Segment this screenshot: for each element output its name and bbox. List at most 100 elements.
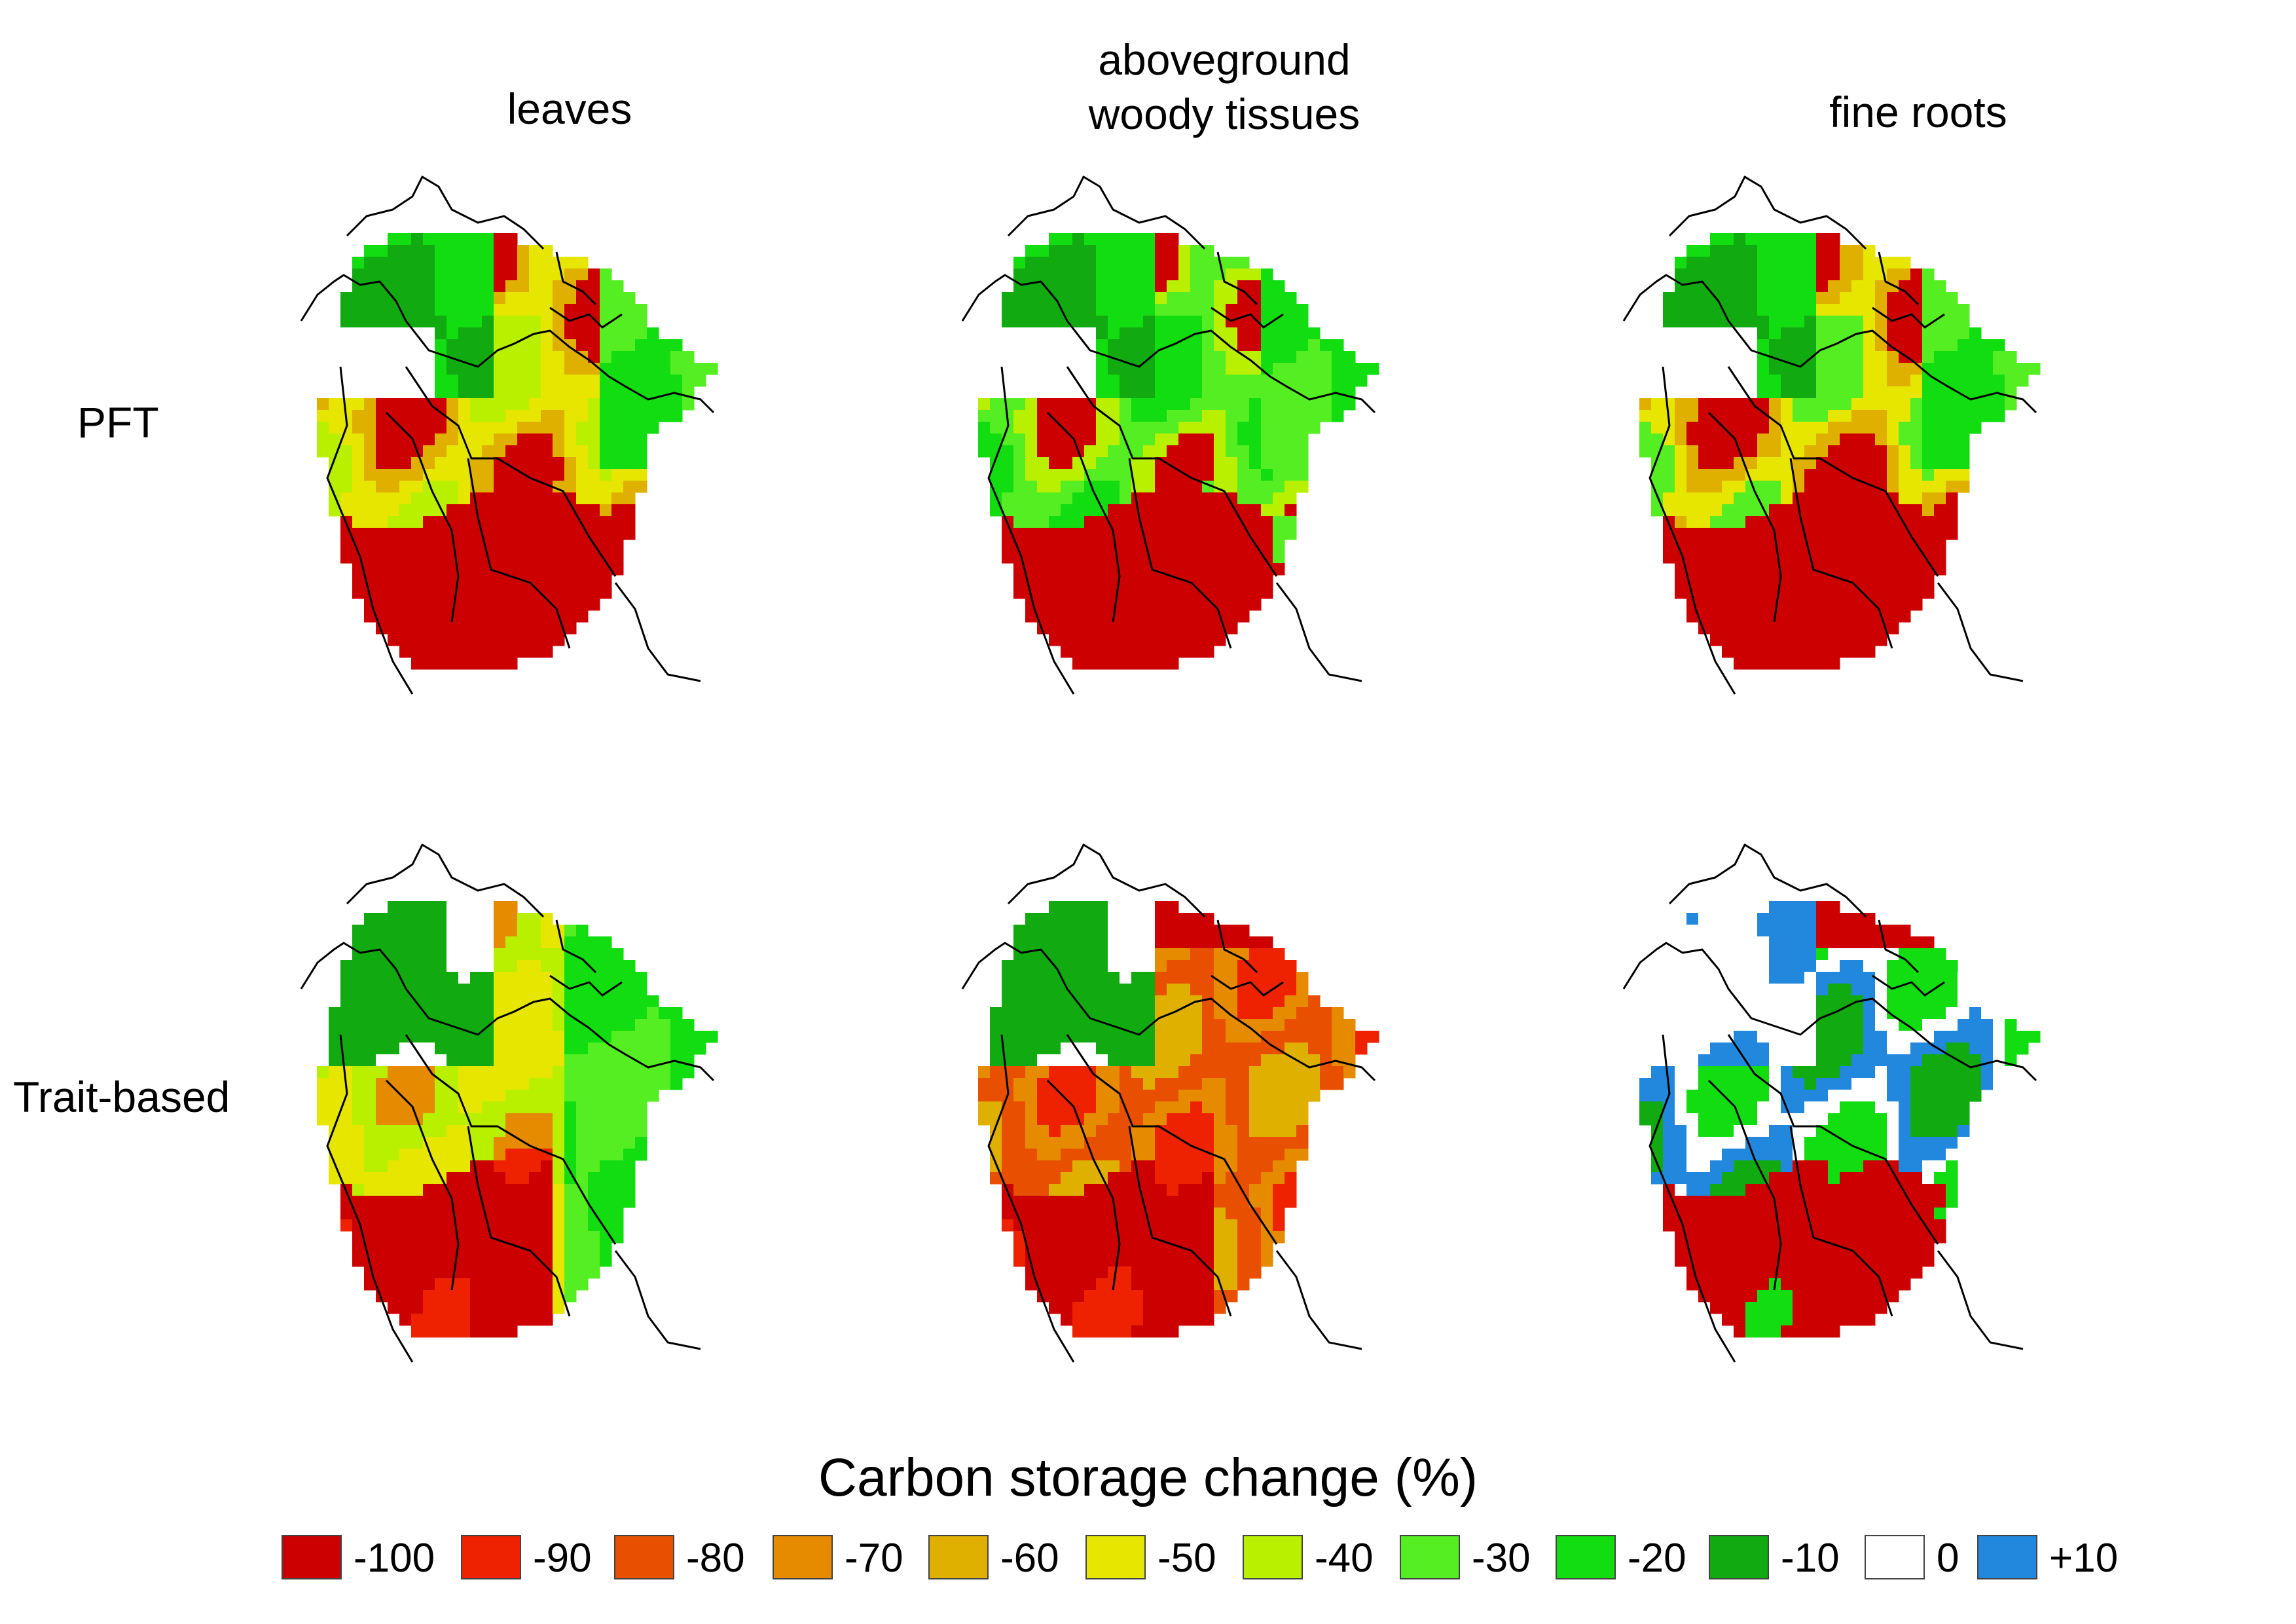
map-cell xyxy=(1675,492,1687,505)
map-cell xyxy=(352,1255,365,1267)
map-cell xyxy=(1273,1125,1285,1137)
map-cell xyxy=(1155,925,1167,937)
map-cell xyxy=(1249,995,1262,1008)
map-cell xyxy=(1131,563,1144,576)
map-cell xyxy=(1072,984,1085,996)
map-cell xyxy=(505,646,518,658)
map-cell xyxy=(1910,351,1923,363)
map-cell xyxy=(340,316,353,328)
map-cell xyxy=(635,1125,647,1137)
map-cell xyxy=(1061,280,1073,293)
map-cell xyxy=(1757,563,1770,576)
map-cell xyxy=(1698,339,1711,352)
map-cell xyxy=(352,1172,365,1185)
map-cell xyxy=(1167,457,1179,470)
map-cell xyxy=(1958,1078,1970,1090)
map-cell xyxy=(576,410,589,422)
map-cells xyxy=(317,901,718,1338)
map-cell xyxy=(1781,995,1793,1008)
map-cell xyxy=(553,1113,565,1126)
map-cell xyxy=(340,1149,353,1161)
map-cell xyxy=(1722,948,1734,961)
map-cell xyxy=(1757,481,1770,493)
map-cell xyxy=(1793,575,1805,587)
map-cell xyxy=(1828,245,1840,257)
map-cell xyxy=(1167,363,1179,375)
map-cell xyxy=(1958,398,1970,411)
map-cell xyxy=(411,351,424,363)
map-cell xyxy=(1722,398,1734,411)
map-cell xyxy=(1190,1290,1203,1302)
map-cell xyxy=(435,1184,447,1196)
map-cell xyxy=(1745,316,1758,328)
map-cell xyxy=(1037,1160,1049,1173)
map-cell xyxy=(1143,445,1156,458)
map-cell xyxy=(340,457,353,470)
map-cell xyxy=(1167,1266,1179,1279)
map-cell xyxy=(1285,1078,1297,1090)
map-cell xyxy=(352,280,365,293)
map-cell xyxy=(1096,363,1108,375)
map-cell xyxy=(1178,646,1191,658)
map-cell xyxy=(1934,1007,1946,1020)
map-cell xyxy=(1155,1314,1167,1326)
map-cell xyxy=(1108,1290,1120,1302)
map-cell xyxy=(1167,375,1179,387)
map-cell xyxy=(1131,1043,1144,1055)
map-cell xyxy=(340,1043,353,1055)
map-cell xyxy=(1840,492,1852,505)
country-border xyxy=(1275,582,1362,682)
map-cell xyxy=(1781,657,1793,670)
country-border xyxy=(1128,1126,1232,1317)
map-cell xyxy=(1096,445,1108,458)
map-cell xyxy=(446,434,459,446)
map-cell xyxy=(1710,575,1722,587)
map-cell xyxy=(1686,386,1699,399)
map-cell xyxy=(399,1043,412,1055)
map-cell xyxy=(1190,268,1203,281)
map-cell xyxy=(600,528,612,540)
map-cell xyxy=(317,398,329,411)
map-cell xyxy=(446,540,459,552)
map-cell xyxy=(1934,1090,1946,1102)
map-cell xyxy=(458,1219,471,1232)
map-cell xyxy=(1072,1196,1085,1208)
map-cell xyxy=(1167,587,1179,599)
map-cell xyxy=(588,528,600,540)
map-cell xyxy=(352,1196,365,1208)
map-cell xyxy=(1096,375,1108,387)
map-cell xyxy=(1061,492,1073,505)
map-cell xyxy=(1863,563,1876,576)
map-cell xyxy=(1120,1196,1132,1208)
map-cell xyxy=(1757,469,1770,481)
map-cell xyxy=(1804,386,1817,399)
map-cell xyxy=(1025,375,1038,387)
map-cell xyxy=(990,1054,1002,1067)
map-cell xyxy=(388,1196,400,1208)
map-cell xyxy=(1072,1325,1085,1338)
map-cell xyxy=(1355,1043,1368,1055)
map-cell xyxy=(1096,995,1108,1008)
map-cell xyxy=(1698,1019,1711,1031)
map-cell xyxy=(1273,327,1285,340)
map-cell xyxy=(364,1078,376,1090)
map-cell xyxy=(435,292,447,304)
map-cell xyxy=(352,1031,365,1043)
map-cell xyxy=(1167,1031,1179,1043)
map-cell xyxy=(1273,398,1285,411)
map-cell xyxy=(458,575,471,587)
map-cell xyxy=(1946,481,1958,493)
map-cell xyxy=(1769,599,1781,611)
map-cell xyxy=(1875,457,1887,470)
map-cell xyxy=(1686,995,1699,1008)
map-cell xyxy=(1167,657,1179,670)
map-cell xyxy=(1816,972,1829,984)
map-cell xyxy=(564,1137,577,1149)
map-cell xyxy=(1663,972,1675,984)
map-cell xyxy=(1675,995,1687,1008)
map-cell xyxy=(1143,1172,1156,1185)
map-cell xyxy=(317,434,329,446)
map-cell xyxy=(1084,363,1097,375)
map-cell xyxy=(1934,1066,1946,1079)
map-cell xyxy=(1084,1125,1097,1137)
